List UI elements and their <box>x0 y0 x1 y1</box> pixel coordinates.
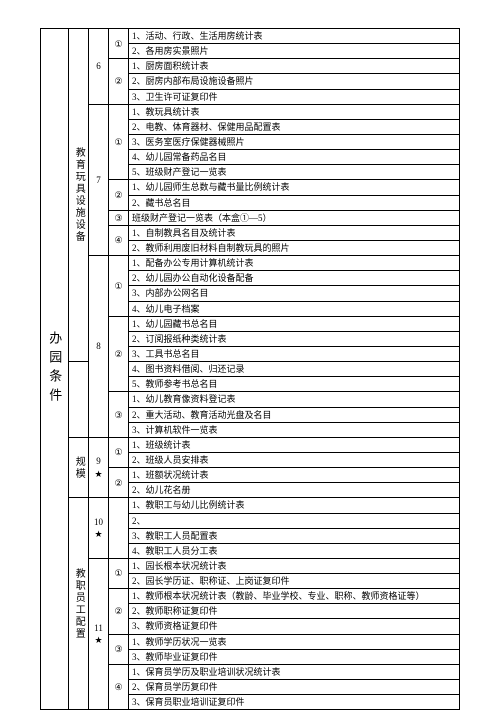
sec-8: 8 <box>89 256 109 438</box>
cell: 2、教师职称证复印件 <box>129 604 460 619</box>
cell: 2、重大活动、教育活动光盘及名目 <box>129 407 460 422</box>
cell: 1、班额状况统计表 <box>129 468 460 483</box>
s11-g1-mark: ① <box>109 558 129 588</box>
s11-g2-mark: ② <box>109 589 129 634</box>
cell: 2、园长学历证、职称证、上岗证复印件 <box>129 574 460 589</box>
cell: 3、计算机软件一览表 <box>129 422 460 437</box>
s11-g3-mark: ③ <box>109 634 129 664</box>
col2-c: 教职员工配置 <box>69 498 89 710</box>
cell: 3、教师毕业证复印件 <box>129 649 460 664</box>
cell: 2、保育员学历复印件 <box>129 680 460 695</box>
cell: 1、幼儿园藏书总名目 <box>129 316 460 331</box>
cell: 1、班级统计表 <box>129 437 460 452</box>
col2-spacer <box>69 362 89 438</box>
cell: 4、幼儿电子档案 <box>129 301 460 316</box>
cell: 2、 <box>129 513 460 528</box>
sec-10: 10★ <box>89 498 109 559</box>
s11-g4-mark: ④ <box>109 664 129 709</box>
cell: 2、厨房内部布局设施设备照片 <box>129 74 460 89</box>
cell: 3、保育员职业培训证复印件 <box>129 695 460 710</box>
s7-g4-mark: ④ <box>109 225 129 255</box>
main-table: 办园条件 教育玩具设施设备 6 ① 1、活动、行政、生活用房统计表 2、各用房实… <box>40 28 460 710</box>
col2-b: 规模 <box>69 437 89 498</box>
cell: 3、卫生许可证复印件 <box>129 89 460 104</box>
cell: 1、教职工与幼儿比例统计表 <box>129 498 460 513</box>
s6-g1-mark: ① <box>109 29 129 59</box>
cell: 1、活动、行政、生活用房统计表 <box>129 29 460 44</box>
cell: 2、订阅报纸种类统计表 <box>129 331 460 346</box>
cell: 1、教师根本状况统计表（教龄、毕业学校、专业、职称、教师资格证等） <box>129 589 460 604</box>
sec-6: 6 <box>89 29 109 105</box>
cell: 2、幼儿花名册 <box>129 483 460 498</box>
s7-g3-mark: ③ <box>109 210 129 225</box>
cell: 3、内部办公网名目 <box>129 286 460 301</box>
cell: 2、各用房实景照片 <box>129 44 460 59</box>
cell: 1、教师学历状况一览表 <box>129 634 460 649</box>
s10-g1-mark <box>109 498 129 559</box>
s8-g2-mark: ② <box>109 316 129 392</box>
s6-g2-mark: ② <box>109 59 129 104</box>
s9-g2-mark: ② <box>109 468 129 498</box>
s9-g1-mark: ① <box>109 437 129 467</box>
cell: 2、电教、体育器材、保健用品配置表 <box>129 119 460 134</box>
cell: 3、医务室医疗保健器械照片 <box>129 134 460 149</box>
cell: 2、藏书总名目 <box>129 195 460 210</box>
cell: 1、配备办公专用计算机统计表 <box>129 256 460 271</box>
cell: 2、教师利用废旧材料自制教玩具的照片 <box>129 240 460 255</box>
sec-11: 11★ <box>89 558 109 709</box>
cell: 3、教师资格证复印件 <box>129 619 460 634</box>
col1-label: 办园条件 <box>41 29 69 710</box>
cell: 4、幼儿园常备药品名目 <box>129 150 460 165</box>
col2-a: 教育玩具设施设备 <box>69 29 89 362</box>
cell: 1、教玩具统计表 <box>129 104 460 119</box>
sec-7: 7 <box>89 104 109 255</box>
s8-g3-mark: ③ <box>109 392 129 437</box>
cell: 3、工具书总名目 <box>129 346 460 361</box>
cell: 1、厨房面积统计表 <box>129 59 460 74</box>
cell: 1、自制教具名目及统计表 <box>129 225 460 240</box>
cell: 2、幼儿园办公自动化设备配备 <box>129 271 460 286</box>
cell: 1、幼儿教育像资料登记表 <box>129 392 460 407</box>
cell: 5、班级财产登记一览表 <box>129 165 460 180</box>
cell: 2、班级人员安排表 <box>129 452 460 467</box>
cell: 3、教职工人员配置表 <box>129 528 460 543</box>
s7-g1-mark: ① <box>109 104 129 180</box>
cell: 4、图书资料借阅、归还记录 <box>129 362 460 377</box>
sec-9: 9★ <box>89 437 109 498</box>
s8-g1-mark: ① <box>109 256 129 317</box>
cell: 1、园长根本状况统计表 <box>129 558 460 573</box>
s7-g2-mark: ② <box>109 180 129 210</box>
cell: 1、保育员学历及职业培训状况统计表 <box>129 664 460 679</box>
cell: 5、教师参考书总名目 <box>129 377 460 392</box>
cell: 1、幼儿园师生总数与藏书量比例统计表 <box>129 180 460 195</box>
cell: 班级财产登记一览表（本盒①—5） <box>129 210 460 225</box>
cell: 4、教职工人员分工表 <box>129 543 460 558</box>
